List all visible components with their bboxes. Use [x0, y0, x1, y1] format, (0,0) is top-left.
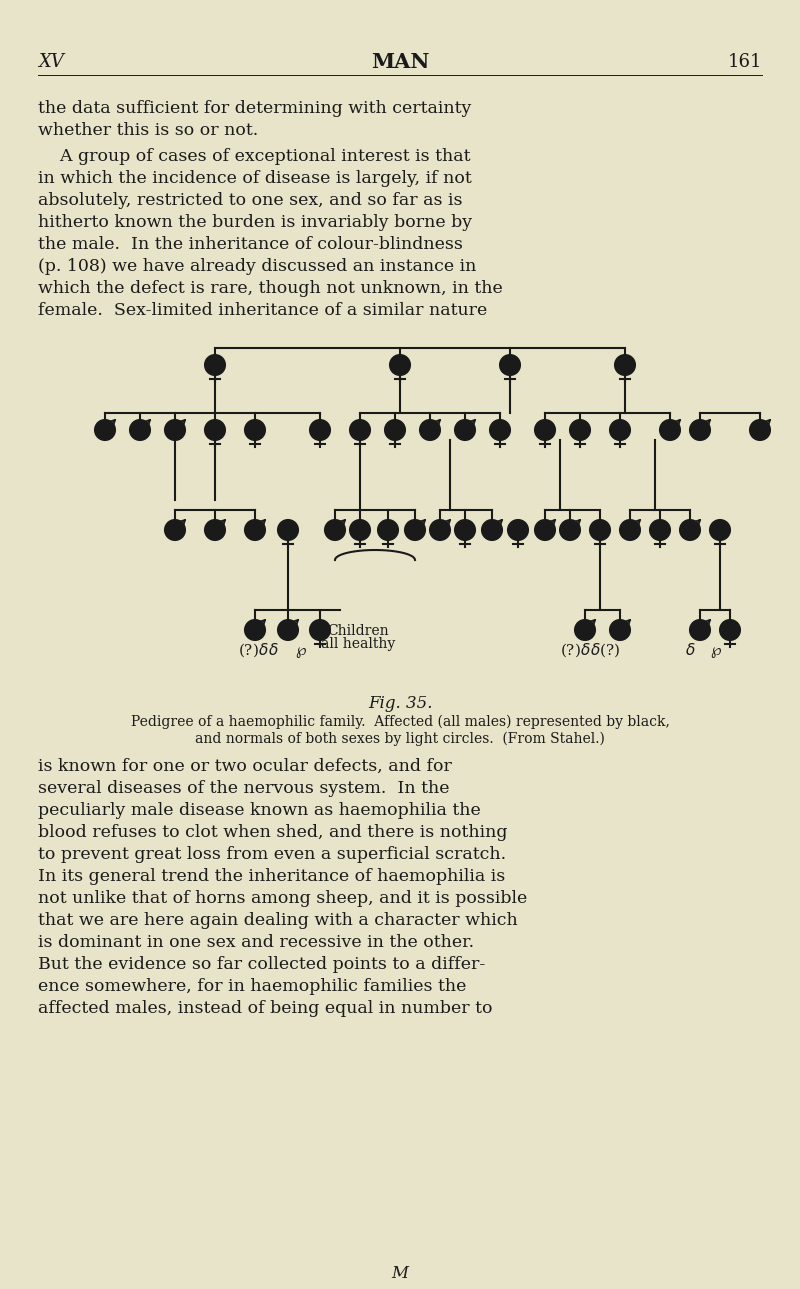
Text: (?)$\delta$: (?)$\delta$ — [560, 642, 590, 660]
Circle shape — [385, 420, 405, 440]
Circle shape — [575, 620, 595, 641]
Circle shape — [405, 519, 425, 540]
Circle shape — [420, 420, 440, 440]
Text: $\wp$: $\wp$ — [295, 644, 307, 660]
Text: is dominant in one sex and recessive in the other.: is dominant in one sex and recessive in … — [38, 935, 474, 951]
Text: several diseases of the nervous system.  In the: several diseases of the nervous system. … — [38, 780, 450, 797]
Circle shape — [95, 420, 115, 440]
Circle shape — [615, 354, 635, 375]
Text: MAN: MAN — [370, 52, 430, 72]
Circle shape — [378, 519, 398, 540]
Circle shape — [165, 420, 185, 440]
Circle shape — [205, 519, 225, 540]
Text: hitherto known the burden is invariably borne by: hitherto known the burden is invariably … — [38, 214, 472, 231]
Text: all healthy: all healthy — [321, 637, 395, 651]
Circle shape — [508, 519, 528, 540]
Circle shape — [205, 420, 225, 440]
Circle shape — [245, 420, 265, 440]
Text: A group of cases of exceptional interest is that: A group of cases of exceptional interest… — [38, 148, 470, 165]
Text: is known for one or two ocular defects, and for: is known for one or two ocular defects, … — [38, 758, 452, 775]
Circle shape — [720, 620, 740, 641]
Circle shape — [680, 519, 700, 540]
Circle shape — [245, 620, 265, 641]
Circle shape — [660, 420, 680, 440]
Circle shape — [690, 620, 710, 641]
Circle shape — [310, 620, 330, 641]
Text: XV: XV — [38, 53, 64, 71]
Text: not unlike that of horns among sheep, and it is possible: not unlike that of horns among sheep, an… — [38, 889, 527, 907]
Circle shape — [650, 519, 670, 540]
Text: $\delta$(?): $\delta$(?) — [590, 642, 626, 660]
Text: ence somewhere, for in haemophilic families the: ence somewhere, for in haemophilic famil… — [38, 978, 466, 995]
Circle shape — [570, 420, 590, 440]
Circle shape — [165, 519, 185, 540]
Circle shape — [750, 420, 770, 440]
Circle shape — [610, 420, 630, 440]
Text: Children: Children — [327, 624, 389, 638]
Text: 161: 161 — [727, 53, 762, 71]
Text: which the defect is rare, though not unknown, in the: which the defect is rare, though not unk… — [38, 280, 502, 296]
Text: whether this is so or not.: whether this is so or not. — [38, 122, 258, 139]
Circle shape — [325, 519, 345, 540]
Circle shape — [455, 420, 475, 440]
Text: absolutely, restricted to one sex, and so far as is: absolutely, restricted to one sex, and s… — [38, 192, 462, 209]
Text: M: M — [391, 1265, 409, 1283]
Text: affected males, instead of being equal in number to: affected males, instead of being equal i… — [38, 1000, 493, 1017]
Circle shape — [310, 420, 330, 440]
Text: the male.  In the inheritance of colour-blindness: the male. In the inheritance of colour-b… — [38, 236, 463, 253]
Text: $\wp$: $\wp$ — [710, 644, 722, 660]
Text: $\delta$: $\delta$ — [268, 642, 278, 657]
Circle shape — [430, 519, 450, 540]
Circle shape — [690, 420, 710, 440]
Circle shape — [245, 519, 265, 540]
Text: the data sufficient for determining with certainty: the data sufficient for determining with… — [38, 101, 471, 117]
Text: (?)$\delta$: (?)$\delta$ — [238, 642, 269, 660]
Circle shape — [278, 519, 298, 540]
Text: $\delta$: $\delta$ — [685, 642, 696, 657]
Text: that we are here again dealing with a character which: that we are here again dealing with a ch… — [38, 913, 518, 929]
Circle shape — [205, 354, 225, 375]
Text: (p. 108) we have already discussed an instance in: (p. 108) we have already discussed an in… — [38, 258, 476, 275]
Circle shape — [560, 519, 580, 540]
Text: in which the incidence of disease is largely, if not: in which the incidence of disease is lar… — [38, 170, 472, 187]
Circle shape — [710, 519, 730, 540]
Circle shape — [278, 620, 298, 641]
Circle shape — [390, 354, 410, 375]
Text: female.  Sex-limited inheritance of a similar nature: female. Sex-limited inheritance of a sim… — [38, 302, 487, 318]
Circle shape — [490, 420, 510, 440]
Text: Pedigree of a haemophilic family.  Affected (all males) represented by black,
an: Pedigree of a haemophilic family. Affect… — [130, 715, 670, 746]
Circle shape — [482, 519, 502, 540]
Circle shape — [620, 519, 640, 540]
Circle shape — [500, 354, 520, 375]
Circle shape — [130, 420, 150, 440]
Circle shape — [535, 420, 555, 440]
Text: Fig. 35.: Fig. 35. — [368, 695, 432, 712]
Circle shape — [590, 519, 610, 540]
Circle shape — [350, 420, 370, 440]
Text: blood refuses to clot when shed, and there is nothing: blood refuses to clot when shed, and the… — [38, 824, 507, 840]
Text: peculiarly male disease known as haemophilia the: peculiarly male disease known as haemoph… — [38, 802, 481, 819]
Circle shape — [455, 519, 475, 540]
Text: But the evidence so far collected points to a differ-: But the evidence so far collected points… — [38, 956, 486, 973]
Text: to prevent great loss from even a superficial scratch.: to prevent great loss from even a superf… — [38, 846, 506, 864]
Circle shape — [535, 519, 555, 540]
Circle shape — [350, 519, 370, 540]
Text: In its general trend the inheritance of haemophilia is: In its general trend the inheritance of … — [38, 867, 506, 886]
Circle shape — [610, 620, 630, 641]
